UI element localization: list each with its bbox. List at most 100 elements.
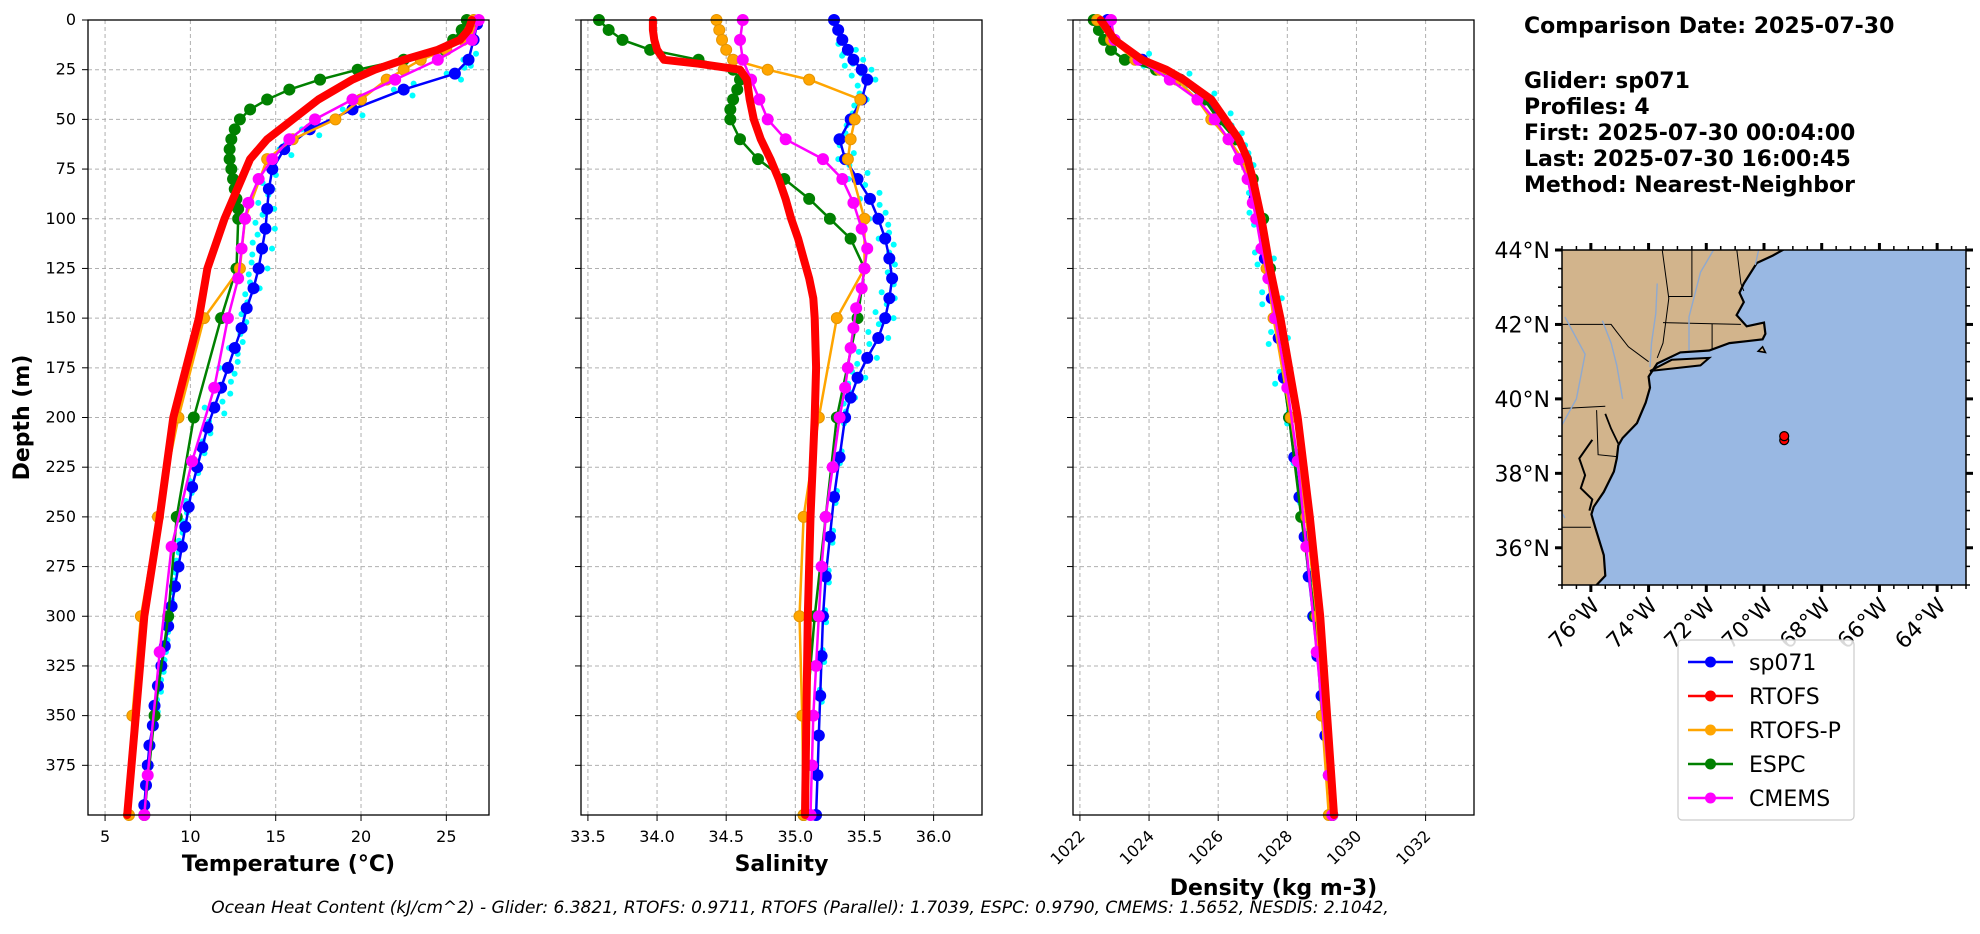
map-state-border bbox=[1596, 410, 1617, 458]
data-point bbox=[841, 361, 854, 374]
data-point bbox=[724, 103, 737, 116]
observation-point bbox=[850, 150, 857, 157]
data-point bbox=[716, 33, 729, 46]
data-point bbox=[261, 93, 274, 106]
y-tick-label: 275 bbox=[45, 557, 76, 576]
data-point bbox=[252, 262, 265, 275]
map-lat-label: 40°N bbox=[1495, 388, 1550, 413]
y-tick-label: 200 bbox=[45, 408, 76, 427]
observation-point bbox=[288, 152, 295, 159]
data-point bbox=[259, 222, 272, 235]
observation-point bbox=[885, 221, 892, 228]
observation-point bbox=[1254, 261, 1261, 268]
observation-point bbox=[219, 398, 226, 405]
x-tick-label: 5 bbox=[100, 827, 110, 846]
data-point bbox=[465, 33, 478, 46]
observation-point bbox=[390, 86, 397, 93]
map-river bbox=[1562, 316, 1586, 426]
data-point bbox=[228, 123, 241, 136]
observation-point bbox=[865, 329, 872, 336]
comparison-date: Comparison Date: 2025-07-30 bbox=[1524, 14, 1895, 39]
panel-density: 1022 1024 1026 1028 1030 1032 Density (kg m-3) bbox=[1047, 14, 1475, 901]
data-point bbox=[389, 73, 402, 86]
data-point bbox=[261, 202, 274, 215]
data-point bbox=[736, 53, 749, 66]
data-point bbox=[830, 312, 843, 325]
data-point bbox=[256, 242, 269, 255]
y-tick-label: 325 bbox=[45, 656, 76, 675]
observation-point bbox=[239, 338, 246, 345]
first-profile-time: First: 2025-07-30 00:04:00 bbox=[1524, 121, 1856, 146]
observation-point bbox=[864, 170, 871, 177]
observation-point bbox=[255, 199, 262, 206]
map-river bbox=[1688, 250, 1715, 351]
observation-point bbox=[854, 360, 861, 367]
map-long-island bbox=[1649, 356, 1713, 372]
profile-count: Profiles: 4 bbox=[1524, 95, 1650, 120]
data-point bbox=[812, 610, 825, 623]
series-rtofs bbox=[1096, 16, 1338, 819]
map-river bbox=[1601, 320, 1624, 400]
data-point bbox=[847, 196, 860, 209]
data-point bbox=[223, 143, 236, 156]
x-tick-label: 20 bbox=[351, 827, 371, 846]
y-tick-label: 225 bbox=[45, 457, 76, 476]
legend-label-rtofs: RTOFS bbox=[1749, 685, 1820, 710]
data-point bbox=[262, 182, 275, 195]
observation-point bbox=[873, 354, 880, 361]
data-point bbox=[308, 113, 321, 126]
data-point bbox=[179, 520, 192, 533]
observation-point bbox=[876, 201, 883, 208]
data-point bbox=[252, 173, 265, 185]
observation-point bbox=[1268, 329, 1275, 336]
observation-point bbox=[201, 404, 208, 411]
axes-frame bbox=[1072, 19, 1475, 816]
data-point bbox=[823, 212, 836, 225]
data-point bbox=[879, 312, 892, 325]
map-lat-label: 38°N bbox=[1495, 462, 1550, 487]
observation-point bbox=[252, 219, 259, 226]
data-point bbox=[833, 411, 846, 424]
data-point bbox=[225, 163, 238, 176]
map-land bbox=[1562, 250, 1786, 585]
series-line bbox=[123, 16, 476, 819]
x-axis-label: Density (kg m-3) bbox=[1170, 876, 1378, 901]
series-rtofs bbox=[123, 16, 476, 819]
y-tick-label: 150 bbox=[45, 308, 76, 327]
observation-point bbox=[271, 225, 278, 232]
series-sp071 bbox=[810, 14, 899, 821]
observation-point bbox=[231, 370, 238, 377]
legend: sp071 RTOFS RTOFS-P ESPC CMEMS bbox=[1677, 639, 1855, 821]
data-point bbox=[883, 252, 896, 265]
observation-point bbox=[359, 112, 366, 119]
x-tick-label: 34.0 bbox=[639, 827, 675, 846]
observation-point bbox=[876, 189, 883, 196]
observation-point bbox=[872, 76, 879, 83]
y-tick-label: 0 bbox=[66, 10, 76, 29]
legend-marker bbox=[1705, 690, 1716, 702]
data-point bbox=[233, 113, 246, 126]
observation-point bbox=[227, 390, 234, 397]
map-lon-label: 76°W bbox=[1544, 593, 1605, 654]
series-rtofs-p bbox=[710, 14, 871, 821]
glider-name: Glider: sp071 bbox=[1524, 69, 1690, 94]
legend-label-rtofs-p: RTOFS-P bbox=[1749, 719, 1841, 744]
legend-label-sp071: sp071 bbox=[1749, 651, 1816, 676]
observation-point bbox=[254, 231, 261, 238]
observation-point bbox=[890, 315, 897, 322]
series-line bbox=[143, 18, 481, 817]
observation-point bbox=[1259, 289, 1266, 296]
data-point bbox=[329, 113, 342, 126]
x-tick-label: 35.5 bbox=[847, 827, 883, 846]
data-point bbox=[175, 540, 188, 553]
y-tick-label: 175 bbox=[45, 358, 76, 377]
observation-point bbox=[885, 335, 892, 341]
x-tick-label: 1032 bbox=[1392, 826, 1434, 868]
observation-point bbox=[1259, 301, 1266, 308]
observation-point bbox=[457, 76, 464, 83]
data-point bbox=[232, 272, 245, 285]
y-tick-label: 250 bbox=[45, 507, 76, 526]
observation-point bbox=[1227, 110, 1234, 117]
data-point bbox=[223, 153, 236, 166]
data-point bbox=[836, 173, 849, 185]
